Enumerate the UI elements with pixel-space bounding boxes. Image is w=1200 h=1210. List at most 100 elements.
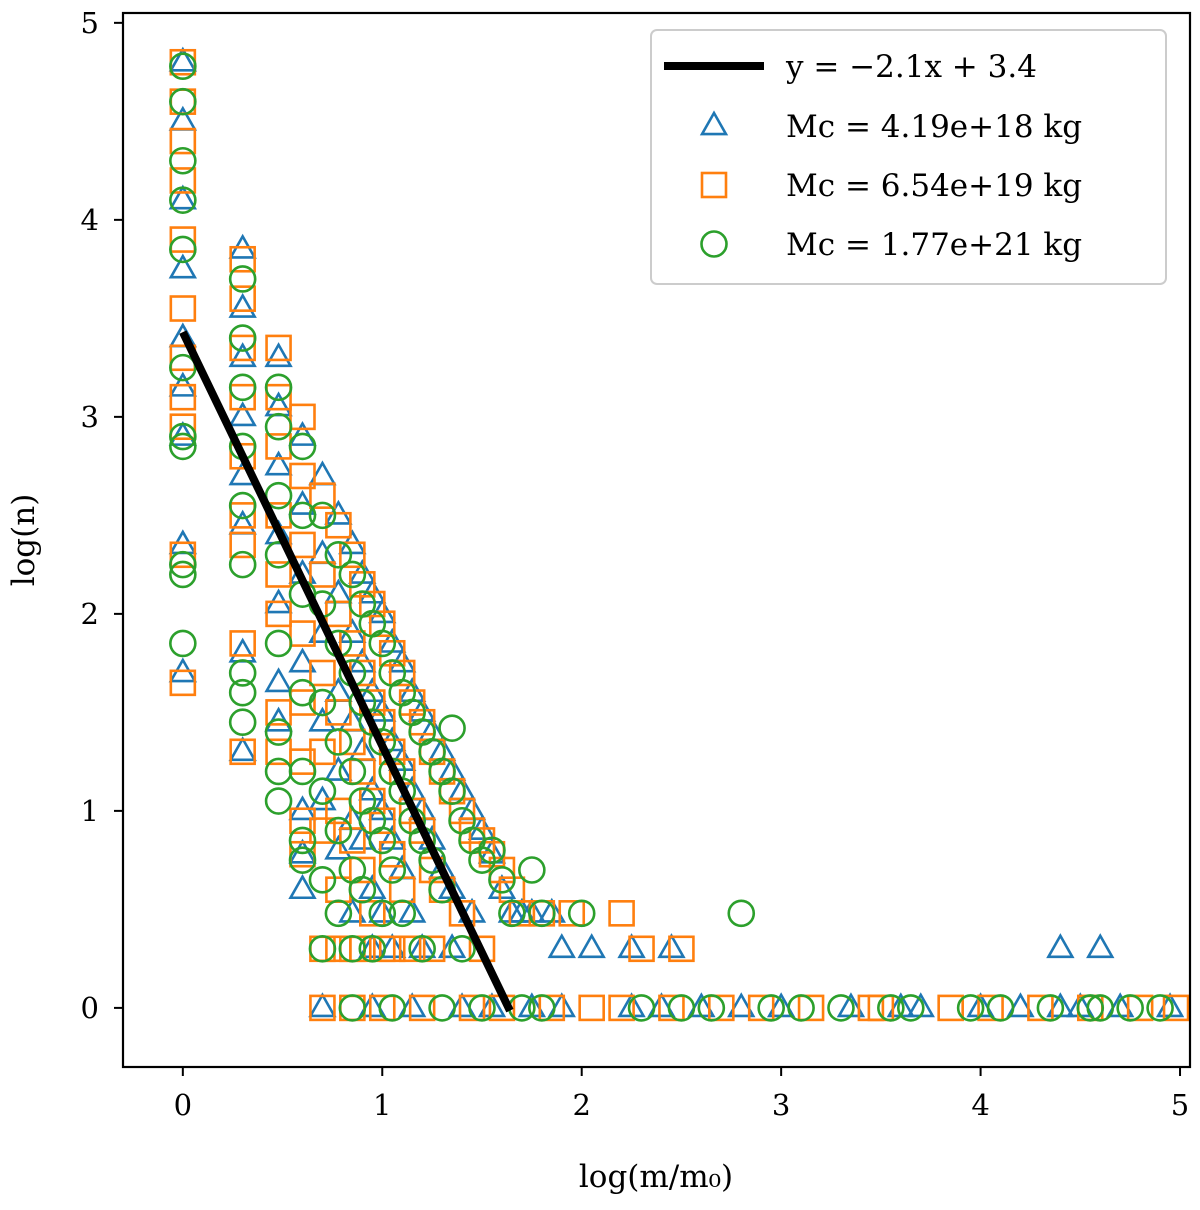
- data-point-triangle: [264, 667, 293, 693]
- data-point-triangle: [727, 992, 756, 1018]
- data-point-square: [229, 442, 256, 470]
- data-marks: [168, 46, 1190, 1022]
- data-point-square: [229, 334, 256, 362]
- data-point-square: [708, 994, 735, 1022]
- data-point-circle: [338, 560, 367, 589]
- data-point-square: [309, 561, 336, 588]
- y-tick-label: 2: [81, 597, 99, 631]
- y-tick-label: 4: [81, 203, 99, 237]
- data-point-square: [325, 797, 352, 825]
- data-point-triangle: [447, 992, 477, 1018]
- data-point-circle: [169, 550, 197, 579]
- data-point-square: [169, 413, 197, 441]
- data-point-square: [339, 630, 366, 657]
- data-point-square: [229, 285, 256, 312]
- data-point-square: [289, 531, 316, 559]
- data-point-circle: [986, 994, 1015, 1022]
- legend-swatch-triangle: [699, 110, 729, 136]
- data-point-square: [325, 511, 352, 539]
- data-point-triangle: [368, 897, 397, 923]
- data-point-square: [169, 226, 197, 253]
- data-point-circle: [308, 688, 337, 717]
- y-tick-label: 5: [81, 6, 99, 40]
- data-point-square: [378, 935, 406, 963]
- data-point-triangle: [358, 933, 387, 959]
- data-point-square: [398, 689, 426, 716]
- data-point-circle: [348, 875, 377, 904]
- data-point-circle: [169, 432, 197, 461]
- data-point-triangle: [577, 933, 606, 959]
- data-point-circle: [368, 899, 397, 928]
- data-point-square: [289, 689, 316, 716]
- legend-fit-line-label: y = −2.1x + 3.4: [785, 49, 1037, 85]
- data-point-circle: [488, 866, 516, 894]
- data-point-circle: [169, 186, 197, 214]
- data-point-square: [578, 994, 605, 1022]
- data-point-square: [169, 127, 197, 155]
- x-tick-label: 3: [772, 1088, 790, 1122]
- data-point-circle: [757, 994, 785, 1022]
- data-point-square: [169, 383, 197, 411]
- data-point-circle: [368, 629, 397, 658]
- data-point-square: [448, 900, 476, 927]
- data-point-square: [628, 935, 655, 963]
- data-point-square: [229, 738, 256, 766]
- data-point-square: [339, 728, 366, 756]
- data-point-square: [358, 900, 386, 927]
- data-point-triangle: [264, 450, 293, 476]
- data-point-circle: [228, 678, 257, 707]
- x-axis: 0 1 2 3 4 5: [174, 1067, 1189, 1122]
- data-point-square: [289, 620, 316, 647]
- data-point-circle: [288, 501, 317, 530]
- data-point-circle: [169, 87, 197, 116]
- data-point-square: [289, 462, 316, 490]
- data-point-square: [508, 900, 536, 927]
- data-point-square: [349, 856, 376, 884]
- y-tick-label: 1: [81, 794, 99, 828]
- data-point-triangle: [228, 292, 257, 318]
- data-point-square: [408, 708, 436, 736]
- data-point-circle: [338, 934, 367, 963]
- data-point-circle: [468, 994, 496, 1022]
- data-point-square: [169, 295, 197, 322]
- data-point-circle: [264, 629, 293, 658]
- data-point-circle: [228, 491, 257, 520]
- data-point-square: [538, 994, 566, 1022]
- data-point-square: [265, 561, 292, 588]
- data-point-circle: [358, 934, 387, 963]
- series-circle: [169, 52, 1174, 1022]
- data-point-square: [229, 502, 256, 529]
- data-point-square: [668, 935, 695, 963]
- data-point-circle: [528, 899, 556, 928]
- legend: y = −2.1x + 3.4 Mc = 4.19e+18 kg Mc = 6.5…: [650, 29, 1167, 285]
- data-point-circle: [1146, 994, 1174, 1022]
- y-axis: 0 1 2 3 4 5: [81, 6, 123, 1025]
- data-point-circle: [1076, 994, 1105, 1022]
- data-point-circle: [264, 718, 293, 746]
- data-point-square: [937, 994, 964, 1022]
- data-point-circle: [1036, 994, 1065, 1022]
- data-point-square: [265, 383, 292, 411]
- data-point-circle: [1086, 994, 1115, 1022]
- data-point-circle: [169, 52, 197, 80]
- data-point-triangle: [168, 184, 198, 210]
- data-point-square: [325, 699, 352, 726]
- data-point-circle: [727, 899, 756, 928]
- legend-swatch-circle: [700, 230, 728, 258]
- x-tick-label: 5: [1171, 1088, 1189, 1122]
- data-point-circle: [368, 826, 397, 855]
- data-point-circle: [827, 994, 855, 1022]
- data-point-circle: [324, 899, 353, 928]
- data-point-triangle: [647, 992, 676, 1018]
- data-point-square: [1162, 994, 1190, 1022]
- data-point-circle: [956, 994, 985, 1022]
- data-point-square: [1126, 994, 1154, 1022]
- data-point-circle: [787, 994, 815, 1022]
- data-point-square: [229, 531, 256, 559]
- data-point-circle: [308, 501, 337, 530]
- data-point-square: [797, 994, 825, 1022]
- data-point-circle: [169, 422, 197, 451]
- y-tick-label: 3: [81, 400, 99, 434]
- data-point-square: [265, 334, 292, 362]
